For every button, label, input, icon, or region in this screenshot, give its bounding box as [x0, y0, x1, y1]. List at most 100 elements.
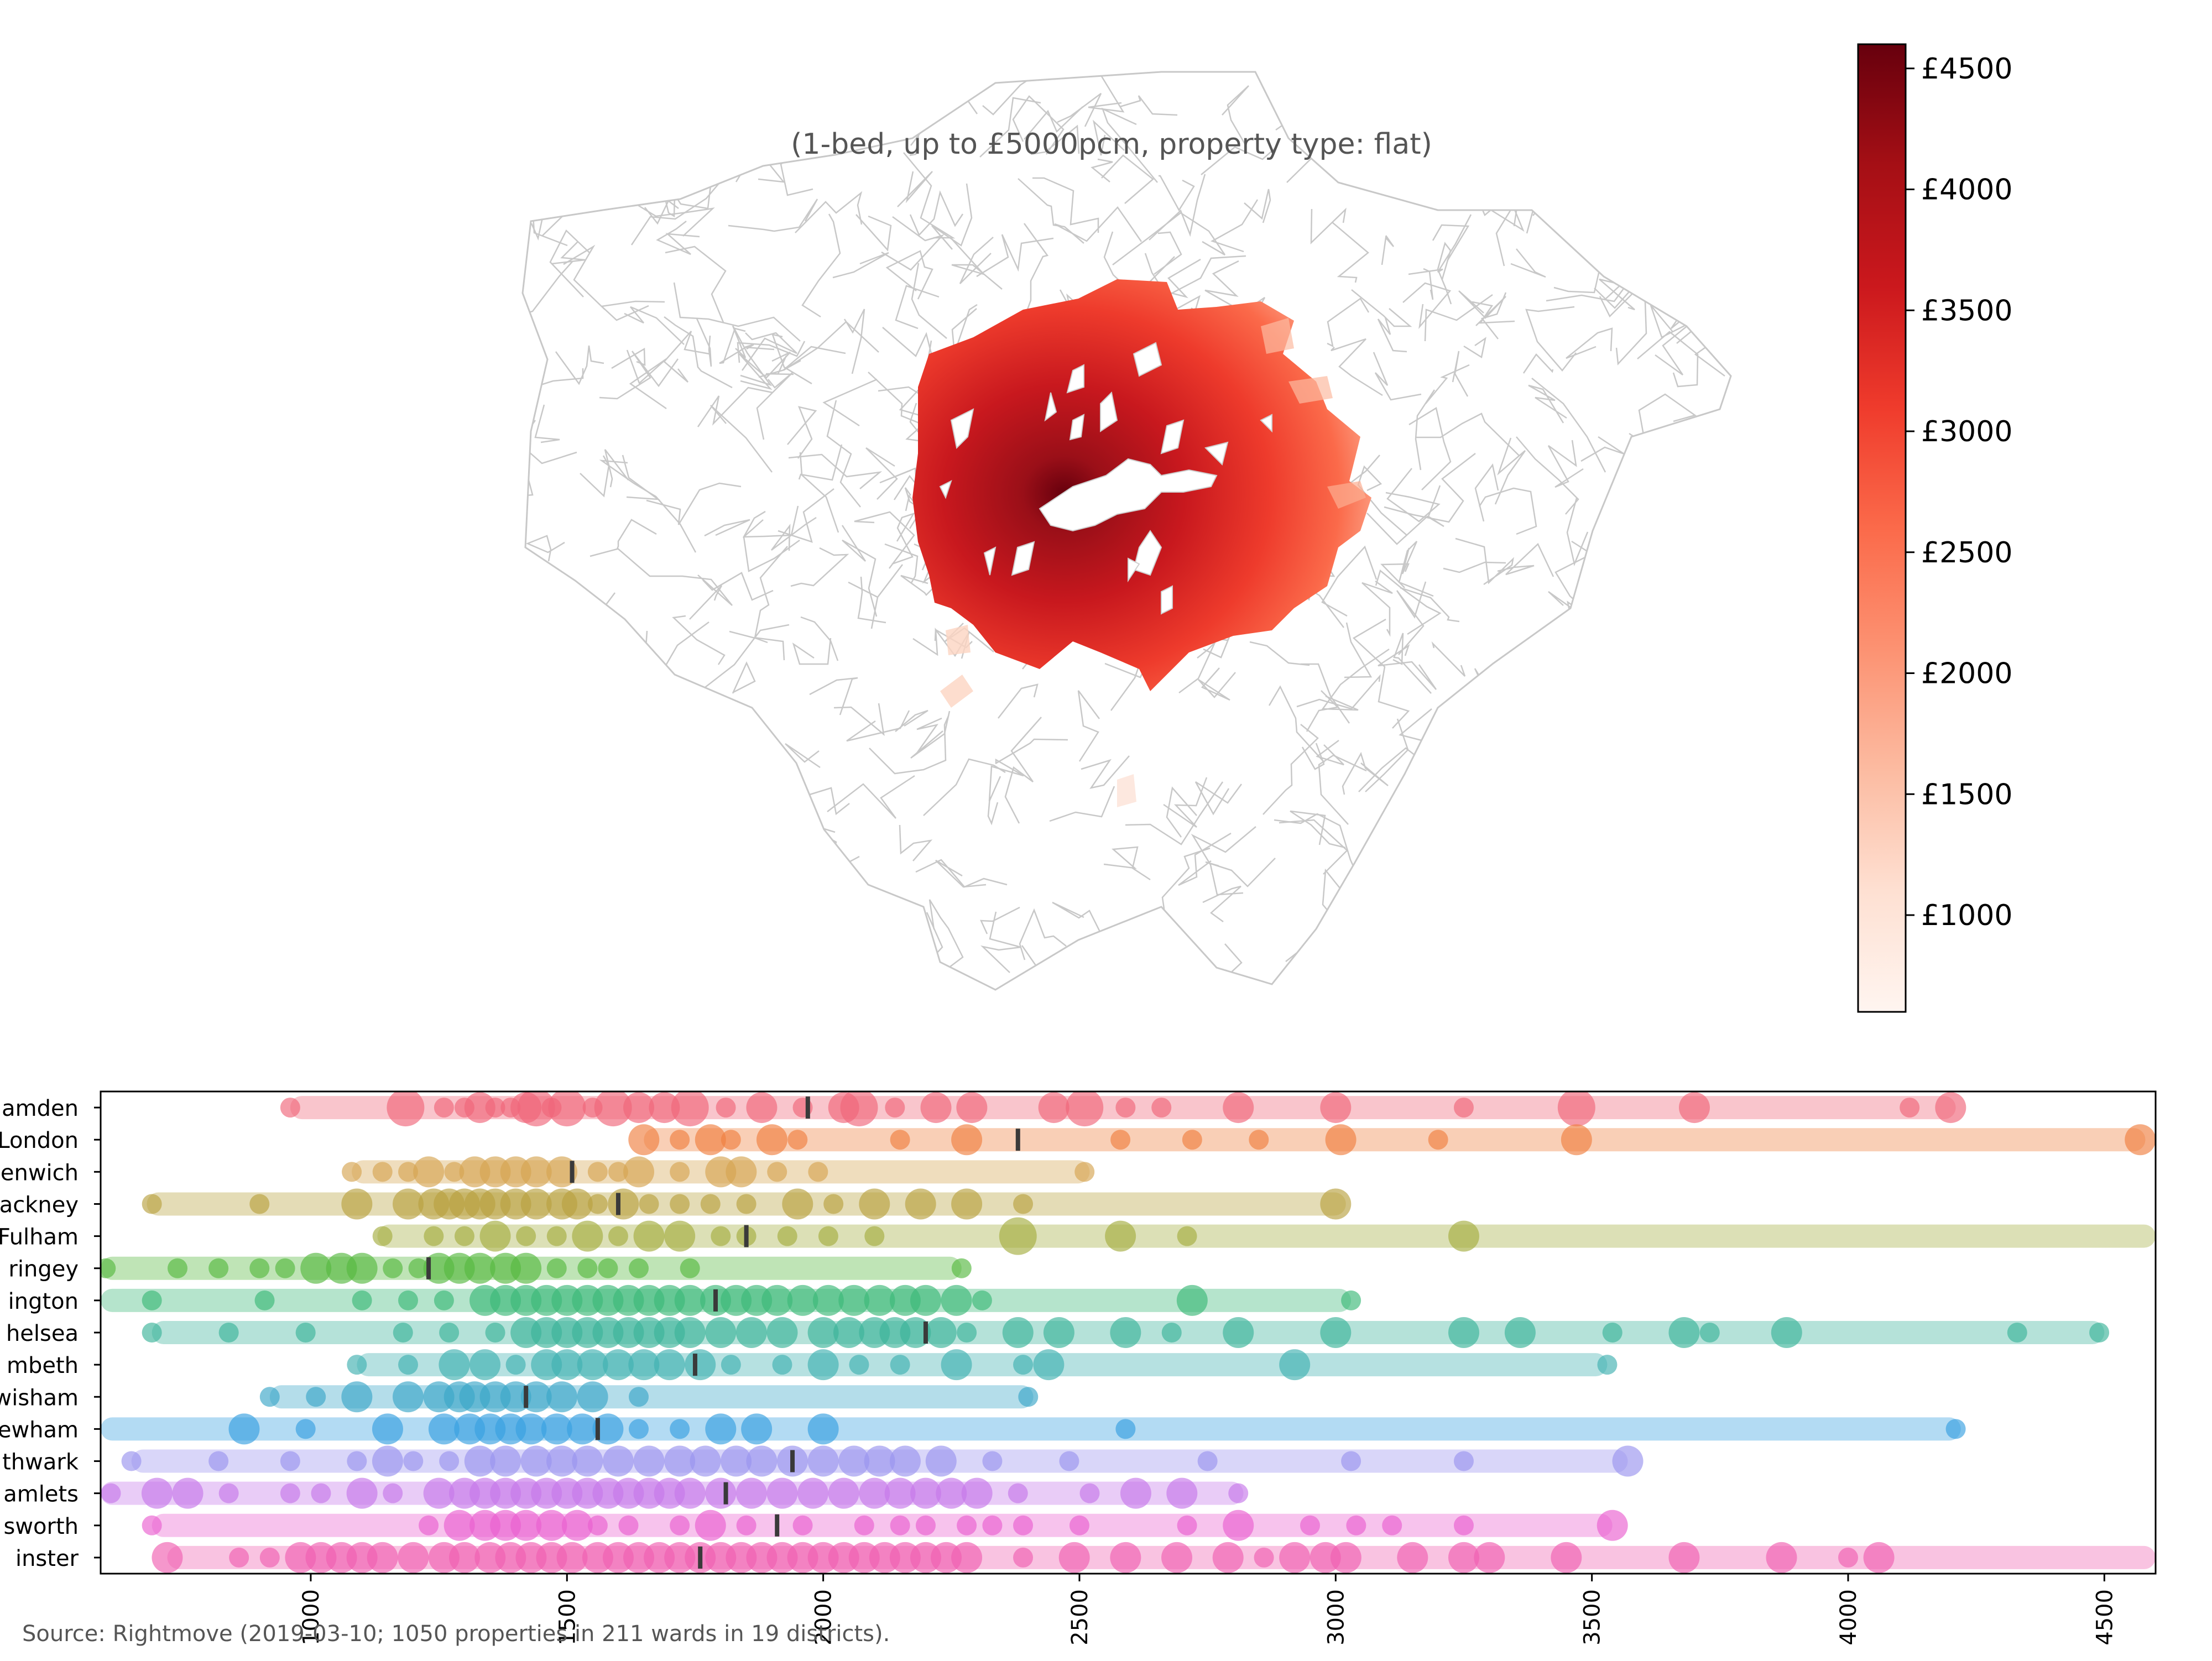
property-point [849, 1355, 869, 1375]
ward-line [1566, 327, 1613, 359]
ward-line [791, 91, 837, 130]
ward-line [987, 796, 999, 826]
ward-line [523, 473, 534, 521]
ward-line [979, 97, 1041, 158]
property-point [1382, 1515, 1402, 1535]
property-point [721, 1130, 741, 1150]
ward-line [1381, 235, 1395, 265]
property-point [1182, 1130, 1202, 1150]
ward-line [1355, 903, 1379, 958]
ward-line [1694, 544, 1720, 579]
x-tick-label: 3500 [1580, 1589, 1605, 1646]
property-point [735, 1477, 767, 1509]
property-point [608, 1162, 628, 1182]
ward-line [1670, 301, 1705, 329]
ward-line [931, 183, 973, 250]
ward-line [780, 946, 804, 989]
colorbar-tick-label: £3500 [1921, 294, 2012, 327]
ward-line [644, 734, 673, 764]
ward-line [754, 867, 801, 903]
ward-line [1416, 412, 1520, 456]
ward-line [760, 934, 817, 990]
property-point [890, 1355, 910, 1375]
ward-line [542, 912, 621, 946]
property-point [633, 1445, 665, 1477]
ward-line [758, 321, 879, 378]
ward-line [1478, 487, 1537, 535]
ward-line [1443, 561, 1506, 573]
property-point [259, 1387, 280, 1407]
ward-line [771, 516, 817, 551]
ward-line [690, 730, 753, 759]
median-marker [805, 1096, 810, 1119]
property-point [434, 1290, 454, 1310]
ward-line [848, 564, 903, 629]
ward-line [1351, 289, 1412, 327]
property-point [1320, 1317, 1352, 1348]
property-point [142, 1194, 162, 1214]
property-point [1863, 1542, 1895, 1573]
property-point [1043, 1317, 1074, 1348]
property-point [797, 1477, 829, 1509]
district-row [259, 1381, 1039, 1413]
property-point [1013, 1355, 1034, 1375]
ward-line [1431, 641, 1466, 677]
property-point [347, 1355, 367, 1375]
ward-line [1103, 846, 1151, 881]
ward-line [611, 640, 647, 676]
property-point [306, 1387, 326, 1407]
ward-line [1210, 199, 1259, 253]
ward-line [1532, 143, 1607, 216]
property-point [823, 1194, 844, 1214]
district-row [142, 1188, 1352, 1220]
property-point [1699, 1323, 1720, 1343]
ward-line [1139, 993, 1174, 1032]
ward-line [1530, 155, 1587, 190]
property-point [1105, 1220, 1136, 1252]
property-point [479, 1220, 511, 1252]
ward-line [704, 519, 750, 537]
ward-line [1332, 222, 1369, 283]
property-point [469, 1349, 501, 1381]
ward-line [998, 683, 1039, 719]
ward-line [1377, 317, 1407, 353]
ward-line [1019, 223, 1049, 331]
ward-line [1408, 214, 1472, 275]
ward-line [1321, 545, 1378, 617]
property-point [1766, 1542, 1797, 1573]
x-tick-label: 4500 [2092, 1589, 2117, 1646]
property-point [577, 1381, 608, 1413]
property-point [889, 1445, 921, 1477]
property-point [1197, 1451, 1218, 1471]
ward-line [1646, 214, 1709, 243]
ward-line [843, 309, 865, 374]
ward-line [1400, 587, 1460, 623]
colorbar-tick-label: £4000 [1921, 174, 2012, 207]
ward-line [750, 772, 793, 803]
property-point [1474, 1542, 1505, 1573]
property-point [1151, 1098, 1172, 1118]
property-point [295, 1323, 316, 1343]
ward-line [1384, 453, 1476, 523]
ward-line [719, 327, 746, 364]
property-point [1110, 1317, 1141, 1348]
ward-line [523, 926, 540, 990]
district-row [152, 1542, 2156, 1573]
median-marker [524, 1386, 529, 1408]
property-point [592, 1413, 624, 1445]
ward-line [685, 805, 710, 921]
property-point [741, 1413, 773, 1445]
property-point [864, 1445, 895, 1477]
ward-line [857, 576, 886, 624]
district-label: amlets [3, 1482, 79, 1507]
district-row [101, 1252, 972, 1284]
source-note: Source: Rightmove (2019-03-10; 1050 prop… [22, 1621, 890, 1647]
ward-line [1385, 468, 1441, 523]
ward-line [778, 488, 834, 543]
ward-line [1722, 586, 1731, 635]
property-point [982, 1515, 1003, 1535]
ward-line [1092, 119, 1125, 156]
ward-line [694, 783, 732, 812]
property-point [434, 1098, 454, 1118]
ward-line [1723, 702, 1731, 751]
